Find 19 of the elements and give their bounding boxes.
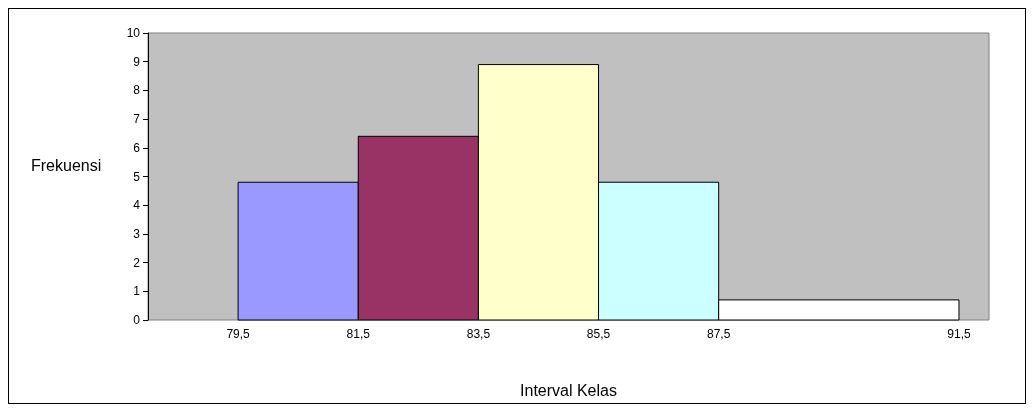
y-tick-label: 2 — [133, 255, 141, 270]
x-tick-label: 87,5 — [707, 327, 731, 341]
y-tick-label: 9 — [133, 54, 141, 69]
x-axis-title: Interval Kelas — [520, 381, 617, 399]
y-tick-label: 3 — [133, 226, 141, 241]
x-tick-label: 83,5 — [466, 327, 491, 341]
y-axis-title: Frekuensi — [31, 156, 102, 174]
y-tick-label: 1 — [133, 284, 141, 299]
y-tick-label: 10 — [126, 26, 141, 40]
x-tick-label: 79,5 — [226, 327, 251, 341]
y-tick-label: 6 — [133, 140, 141, 155]
y-tick-label: 8 — [133, 83, 141, 98]
x-tick-label: 91,5 — [947, 327, 971, 341]
y-tick-label: 7 — [133, 112, 141, 127]
y-tick-label: 4 — [133, 198, 141, 213]
y-tick-label: 5 — [133, 169, 141, 184]
y-tick-label: 0 — [133, 313, 141, 327]
x-tick-label: 81,5 — [346, 327, 371, 341]
x-tick-label: 85,5 — [586, 327, 611, 341]
